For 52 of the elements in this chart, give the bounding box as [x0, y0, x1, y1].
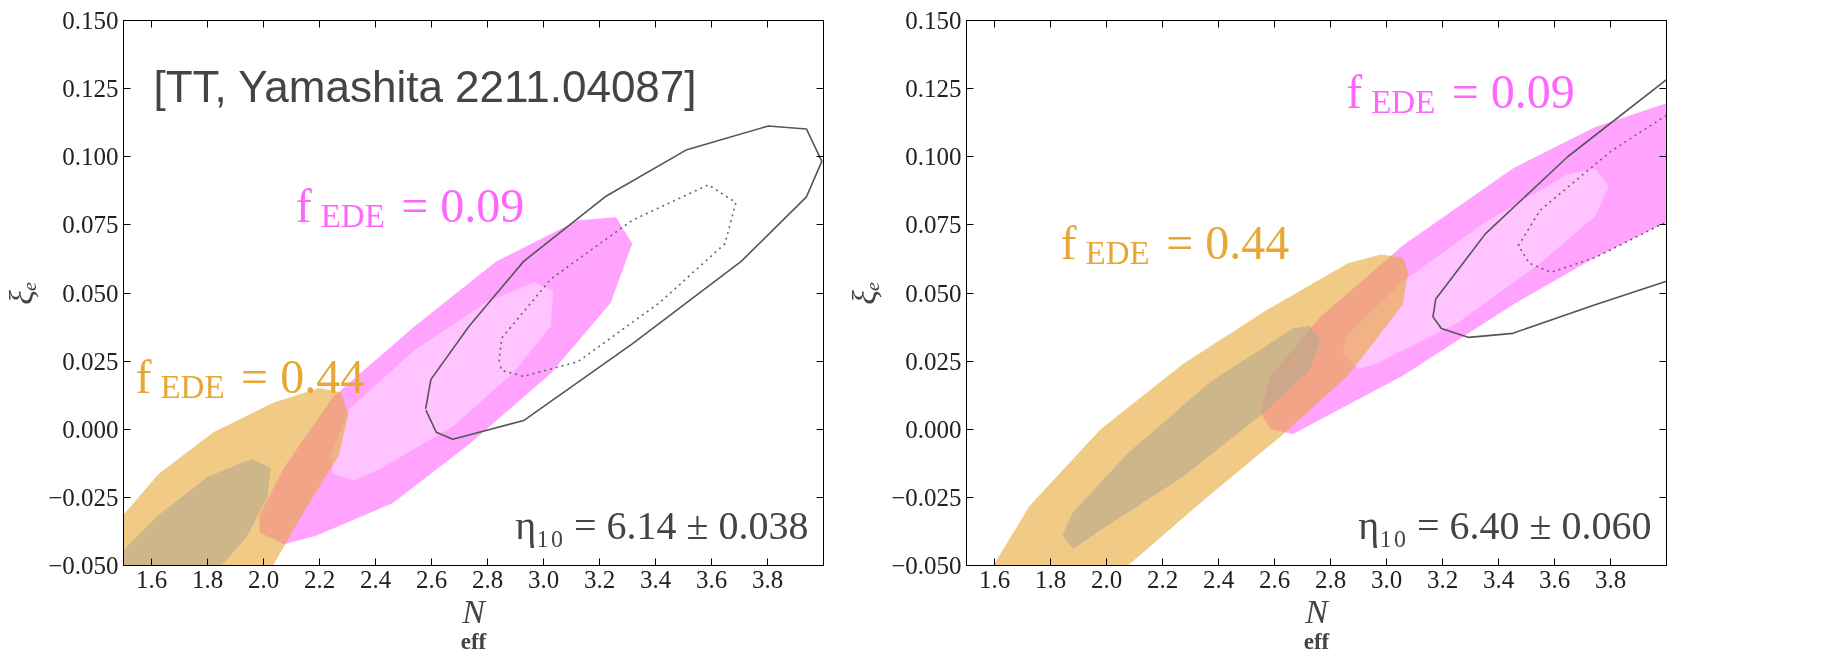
line-series [1517, 114, 1667, 274]
y-tick-label: −0.050 [891, 552, 962, 579]
x-tick-label: 3.0 [1370, 565, 1403, 593]
x-tick-label: 1.6 [978, 565, 1011, 593]
x-tick-label: 1.8 [191, 565, 224, 593]
line-series [424, 125, 823, 441]
y-tick-label: 0.125 [905, 75, 962, 103]
y-tick-label: 0.075 [905, 211, 962, 239]
y-tick-label: 0.075 [62, 211, 119, 239]
y-axis-title: ξₑ [846, 281, 884, 305]
x-tick-label: 2.8 [1314, 565, 1347, 593]
x-tick-label: 3.6 [695, 565, 728, 593]
x-tick-label: 2.0 [247, 565, 280, 593]
x-axis-title: Neff [1303, 592, 1331, 654]
x-axis-title: Neff [460, 592, 488, 654]
annotation: η₁₀ = 6.40 ± 0.060 [1358, 502, 1652, 548]
x-tick-label: 3.2 [1426, 565, 1459, 593]
y-tick-label: 0.100 [905, 143, 962, 171]
y-tick-label: 0.100 [62, 143, 119, 171]
x-tick-label: 3.4 [639, 565, 672, 593]
x-tick-label: 2.6 [1258, 565, 1291, 593]
y-tick-label: 0.125 [62, 75, 119, 103]
x-tick-label: 3.2 [583, 565, 616, 593]
x-tick-label: 2.2 [1146, 565, 1179, 593]
annotation: [TT, Yamashita 2211.04087] [153, 61, 697, 111]
y-tick-label: −0.025 [891, 483, 962, 511]
x-tick-label: 2.4 [359, 565, 392, 593]
x-tick-label: 1.8 [1034, 565, 1067, 593]
y-tick-label: −0.050 [48, 552, 119, 579]
y-tick-label: 0.000 [62, 415, 119, 443]
y-tick-label: −0.025 [48, 483, 119, 511]
x-tick-label: 2.8 [471, 565, 504, 593]
y-tick-label: 0.150 [62, 7, 119, 34]
x-tick-label: 1.6 [135, 565, 168, 593]
y-axis-title: ξₑ [3, 281, 41, 305]
line-series [1432, 78, 1667, 339]
x-tick-label: 3.6 [1538, 565, 1571, 593]
y-tick-label: 0.000 [905, 415, 962, 443]
y-tick-label: 0.050 [905, 279, 962, 307]
annotation: η₁₀ = 6.14 ± 0.038 [515, 502, 809, 548]
x-tick-label: 3.8 [751, 565, 784, 593]
x-tick-label: 3.0 [527, 565, 560, 593]
x-tick-label: 3.8 [1594, 565, 1627, 593]
x-tick-label: 2.0 [1090, 565, 1123, 593]
y-tick-label: 0.050 [62, 279, 119, 307]
y-tick-label: 0.025 [62, 347, 119, 375]
x-tick-label: 2.4 [1202, 565, 1235, 593]
x-tick-label: 3.4 [1482, 565, 1515, 593]
y-tick-label: 0.150 [905, 7, 962, 34]
y-tick-label: 0.025 [905, 347, 962, 375]
x-tick-label: 2.6 [415, 565, 448, 593]
x-tick-label: 2.2 [303, 565, 336, 593]
